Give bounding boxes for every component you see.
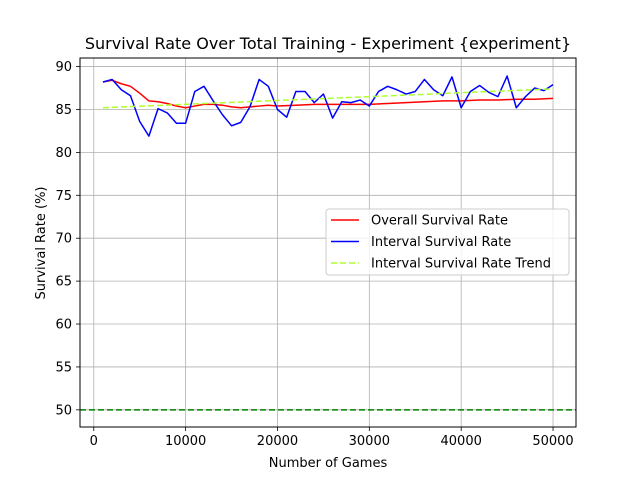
y-tick-label: 65 (55, 275, 72, 290)
y-tick-label: 75 (55, 189, 72, 204)
chart-title: Survival Rate Over Total Training - Expe… (85, 34, 571, 53)
legend: Overall Survival Rate Interval Survival R… (325, 208, 570, 276)
plot-frame (79, 57, 577, 428)
series-line-overall-survival-rate (102, 79, 554, 109)
x-tick-label: 10000 (165, 434, 206, 449)
y-tick-label: 80 (55, 146, 72, 161)
y-tick-label: 70 (55, 232, 72, 247)
y-tick-label: 85 (55, 103, 72, 118)
y-tick-label: 55 (55, 360, 72, 375)
x-tick-label: 30000 (349, 434, 390, 449)
y-tick-label: 60 (55, 318, 72, 333)
axis-ticks: 0 10000 20000 30000 40000 50000 50 55 60 65 70 75 80… (55, 60, 573, 449)
legend-label-interval-survival-rate-trend: Interval Survival Rate Trend (371, 257, 551, 272)
series-line-interval-survival-rate (102, 75, 554, 137)
legend-label-overall-survival-rate: Overall Survival Rate (371, 214, 508, 229)
x-tick-label: 20000 (257, 434, 298, 449)
x-axis-title: Number of Games (269, 456, 388, 471)
series-line-interval-survival-rate-trend (102, 88, 554, 109)
legend-label-interval-survival-rate: Interval Survival Rate (371, 235, 511, 250)
x-tick-label: 40000 (441, 434, 482, 449)
legend-box (325, 208, 570, 276)
y-tick-label: 90 (55, 60, 72, 75)
y-tick-label: 50 (55, 403, 72, 418)
series-lines (102, 75, 554, 137)
y-axis-title: Survival Rate (%) (34, 187, 49, 300)
x-tick-label: 50000 (532, 434, 573, 449)
x-tick-label: 0 (90, 434, 98, 449)
